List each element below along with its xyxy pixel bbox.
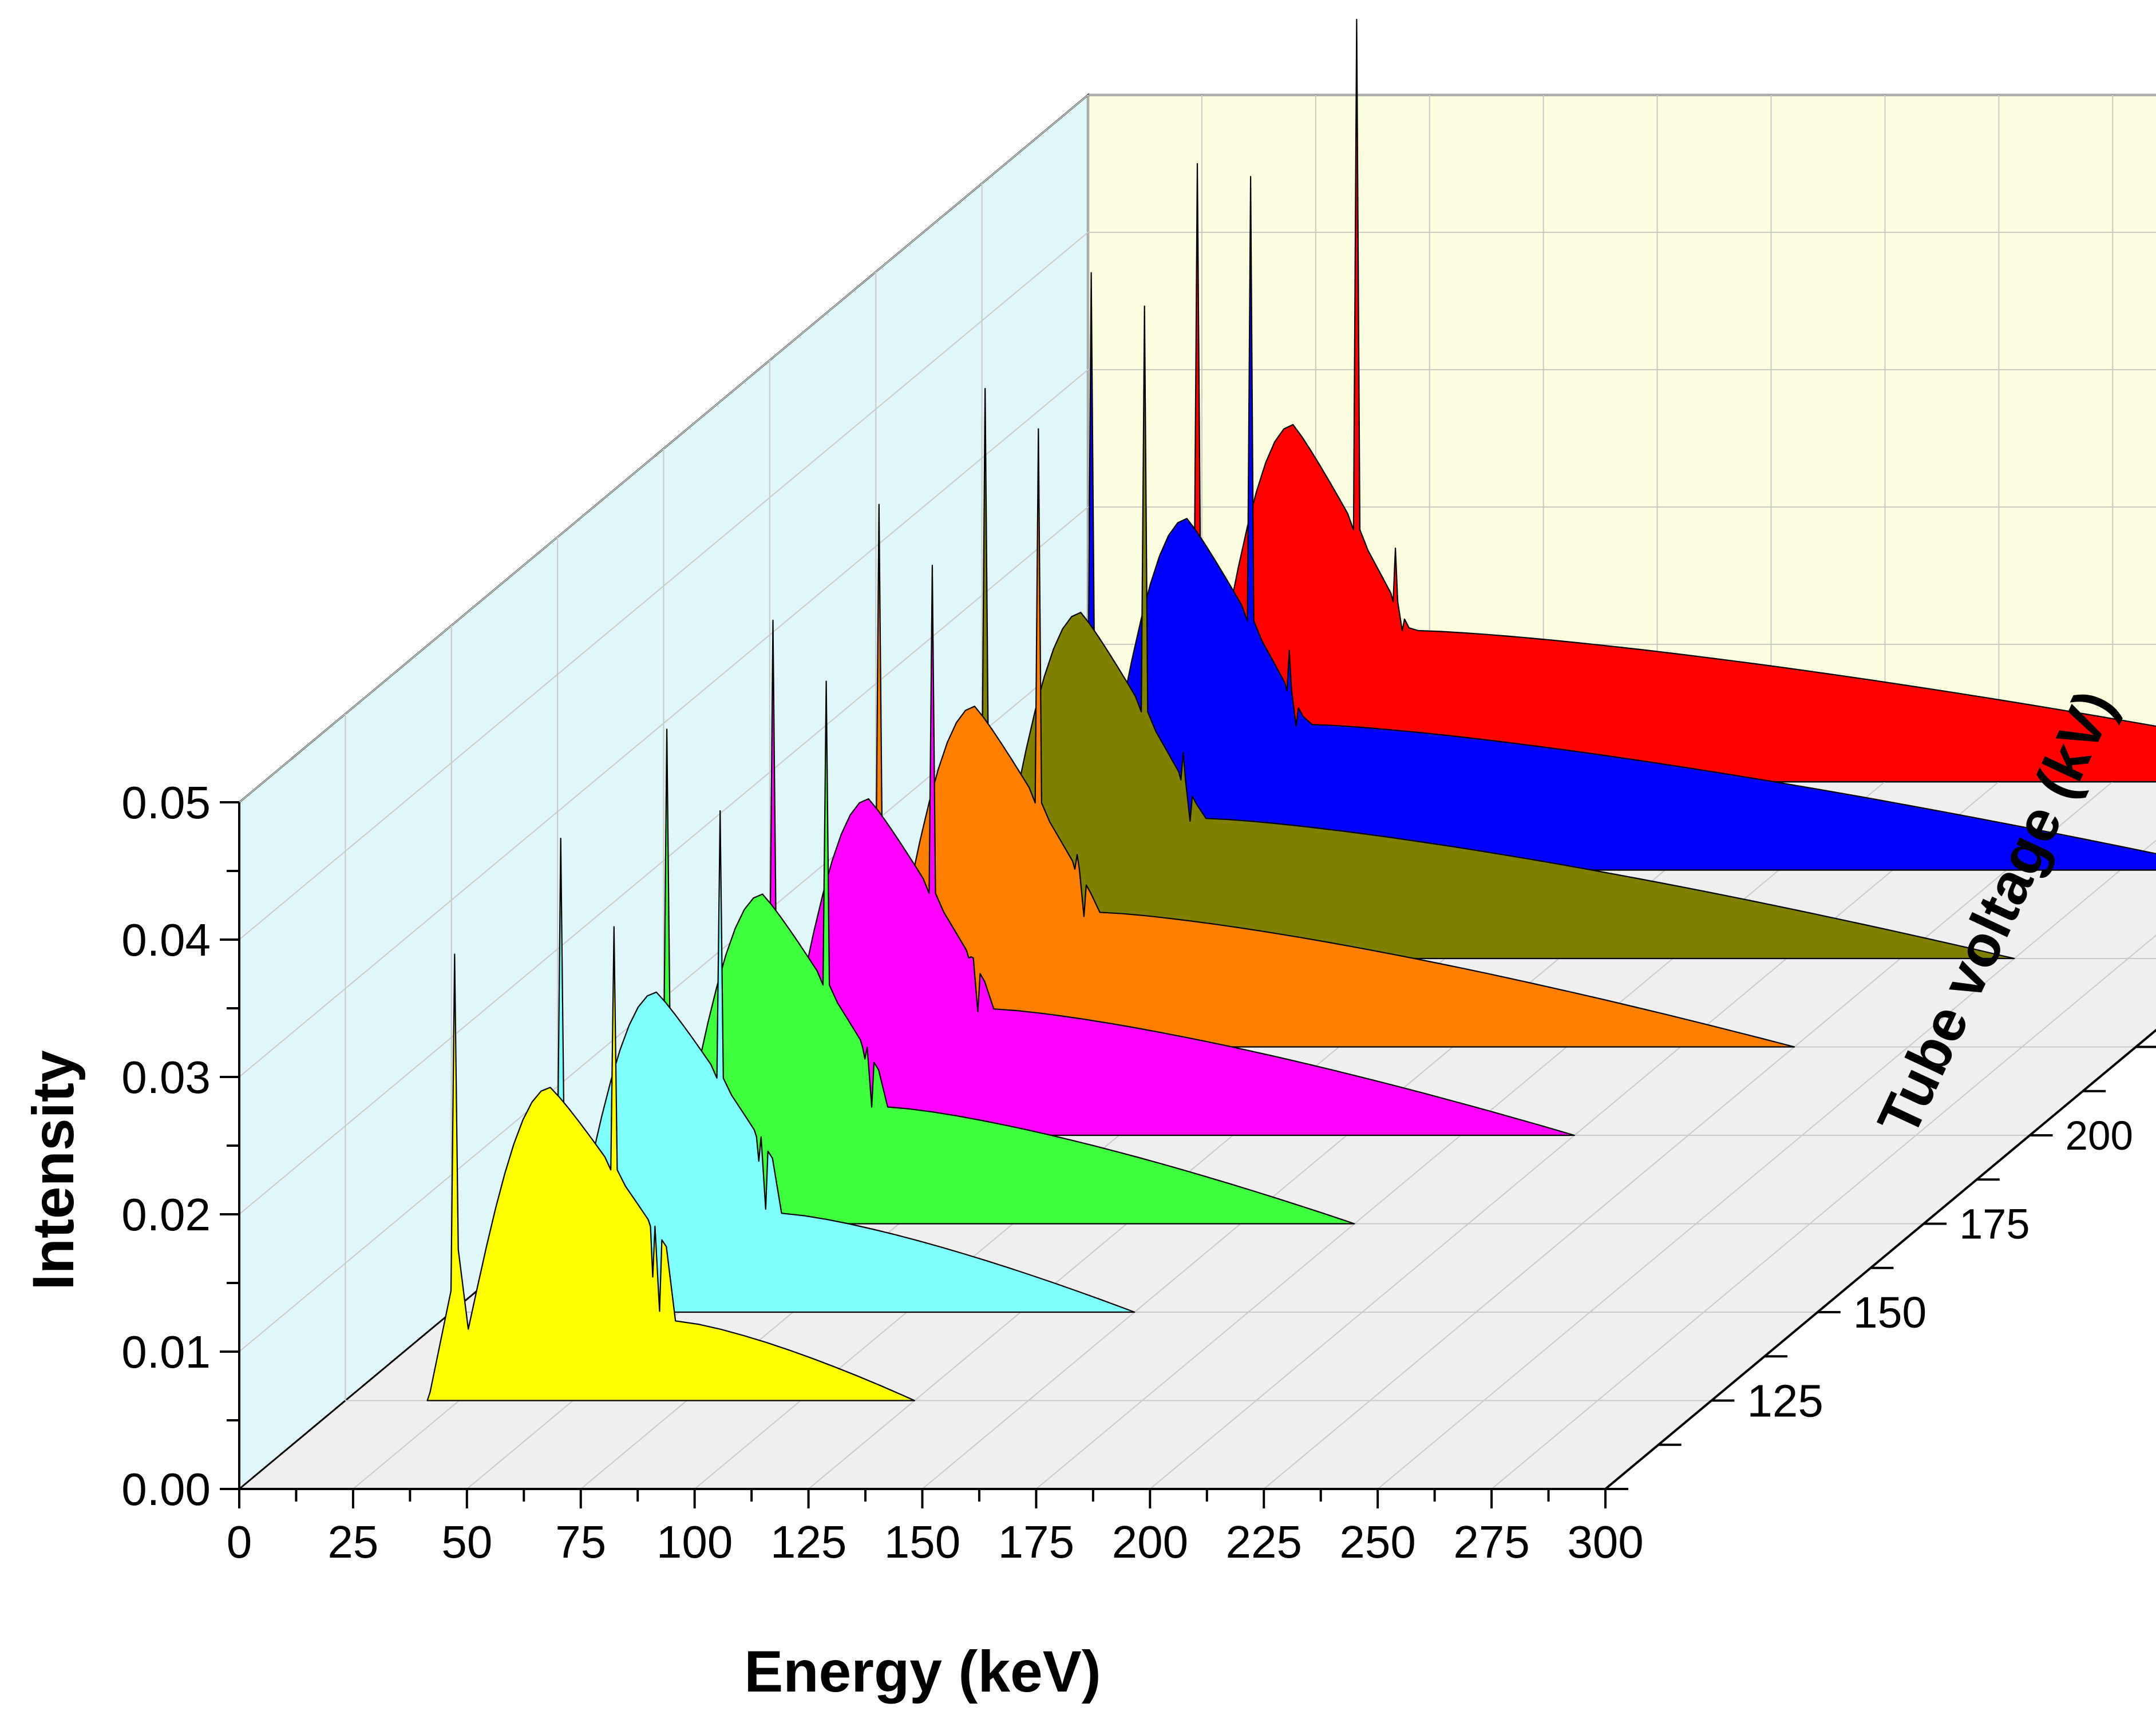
x-tick-label: 0 [227, 1516, 252, 1567]
y-tick-label: 0.00 [121, 1464, 211, 1515]
x-tick-label: 150 [884, 1516, 960, 1567]
x-tick-label: 300 [1567, 1516, 1643, 1567]
y-tick-label: 0.04 [121, 914, 211, 965]
tick-labels: 0 25 50 75 100 125 150 175 200 225 250 275 300 0.00 0.… [121, 777, 2156, 1567]
x-tick-label: 100 [656, 1516, 733, 1567]
spectra-series [426, 18, 2156, 1401]
x-tick-label: 50 [441, 1516, 492, 1567]
series-225kv-spectrum [850, 428, 1795, 1048]
y-tick-label: 0.03 [121, 1052, 211, 1103]
y-tick-label: 0.01 [121, 1326, 211, 1377]
series-200kv-spectrum [745, 564, 1575, 1136]
x-tick-label: 250 [1339, 1516, 1415, 1567]
x-tick-label: 125 [770, 1516, 846, 1567]
y-axis-title: Intensity [21, 1050, 86, 1290]
z-tick-label: 200 [2066, 1114, 2133, 1159]
x-axis-title: Energy (keV) [744, 1639, 1101, 1704]
x-tick-label: 225 [1226, 1516, 1302, 1567]
series-125kv-spectrum [426, 926, 916, 1401]
series-150kv-spectrum [532, 810, 1136, 1313]
z-tick-label: 125 [1747, 1376, 1823, 1427]
y-tick-label: 0.05 [121, 777, 211, 828]
z-tick-label: 175 [1959, 1200, 2030, 1247]
x-tick-label: 75 [555, 1516, 606, 1567]
x-tick-label: 175 [998, 1516, 1074, 1567]
x-tick-label: 25 [327, 1516, 378, 1567]
x-tick-label: 275 [1453, 1516, 1529, 1567]
x-tick-label: 200 [1112, 1516, 1188, 1567]
y-tick-label: 0.02 [121, 1189, 211, 1240]
z-tick-label: 150 [1853, 1288, 1926, 1337]
